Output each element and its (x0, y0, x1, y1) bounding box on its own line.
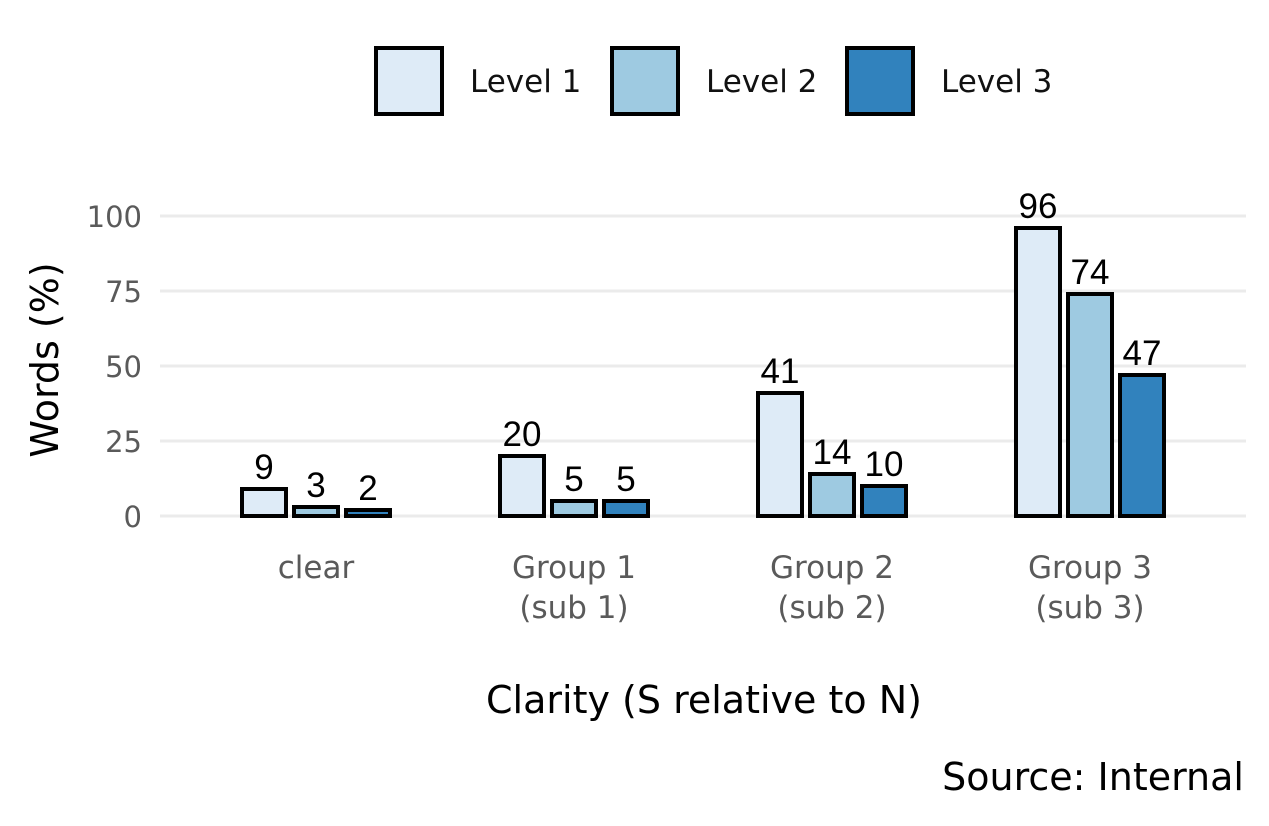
bar-value-label: 10 (865, 445, 904, 484)
legend-label-2: Level 2 (706, 64, 817, 100)
legend-swatch-1 (374, 46, 444, 116)
y-gridlines (160, 214, 1246, 518)
bar-value-label: 96 (1019, 187, 1058, 226)
x-category-label: Group 2 (770, 550, 894, 586)
bar-level-2-1 (292, 505, 340, 518)
x-axis-title: Clarity (S relative to N) (486, 678, 922, 722)
data-labels: 9 3 2 20 5 5 41 14 10 96 74 47 (254, 187, 1161, 508)
bar-level-2-3 (808, 472, 856, 518)
bar-level-3-2 (602, 499, 650, 518)
bar-level-2-4 (1066, 292, 1114, 518)
bar-value-label: 5 (616, 460, 635, 499)
legend-swatch-3 (845, 46, 915, 116)
legend-swatch-2 (610, 46, 680, 116)
bar-value-label: 5 (564, 460, 583, 499)
bar-level-1-2 (498, 454, 546, 518)
y-tick-label: 50 (105, 350, 142, 384)
bar-value-label: 9 (254, 448, 273, 487)
bar-series (240, 226, 1166, 518)
y-axis-title: Words (%) (23, 262, 67, 457)
y-tick-label: 25 (105, 425, 142, 459)
x-category-label: Group 1 (512, 550, 636, 586)
bar-value-label: 41 (761, 352, 800, 391)
legend-label-1: Level 1 (470, 64, 581, 100)
x-category-label: (sub 1) (519, 590, 628, 626)
chart-legend: Level 1 Level 2 Level 3 (374, 46, 1052, 116)
bar-value-label: 2 (358, 469, 377, 508)
bar-level-1-1 (240, 487, 288, 518)
chart-caption: Source: Internal (942, 755, 1244, 799)
x-category-label: (sub 2) (777, 590, 886, 626)
bar-value-label: 47 (1123, 334, 1162, 373)
x-category-label: Group 3 (1028, 550, 1152, 586)
bar-value-label: 20 (503, 415, 542, 454)
bar-level-1-3 (756, 391, 804, 518)
y-axis-ticks: 0 25 50 75 100 (87, 200, 142, 534)
x-category-label: clear (278, 550, 355, 586)
bar-value-label: 3 (306, 466, 325, 505)
legend-label-3: Level 3 (941, 64, 1052, 100)
bar-level-3-1 (344, 508, 392, 518)
bar-level-3-4 (1118, 373, 1166, 518)
bar-value-label: 14 (813, 433, 852, 472)
y-tick-label: 0 (124, 500, 142, 534)
bar-level-1-4 (1014, 226, 1062, 518)
bar-value-label: 74 (1071, 253, 1110, 292)
bar-level-3-3 (860, 484, 908, 518)
x-axis-categories: clear Group 1 (sub 1) Group 2 (sub 2) Group 3… (278, 550, 1152, 626)
x-category-label: (sub 3) (1035, 590, 1144, 626)
y-tick-label: 100 (87, 200, 142, 234)
y-tick-label: 75 (105, 275, 142, 309)
bar-level-2-2 (550, 499, 598, 518)
